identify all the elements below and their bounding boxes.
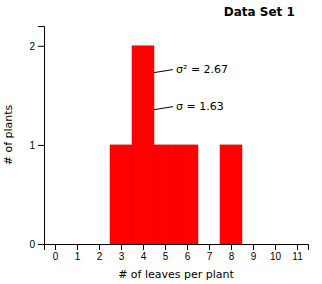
bar (154, 145, 176, 244)
x-tick-mark (209, 244, 210, 250)
x-tick-label: 11 (292, 251, 303, 262)
x-tick-mark (253, 244, 254, 250)
x-tick-mark (165, 244, 166, 250)
x-tick-label: 1 (75, 251, 81, 262)
chart: 0 1 2 3 4 5 6 7 8 9 10 11 0 1 2 Data Set 1 # of leaves p… (0, 0, 322, 284)
x-tick-mark (99, 244, 100, 250)
x-tick: 10 (270, 244, 282, 262)
y-tick-mark (38, 145, 44, 146)
bar (110, 145, 132, 244)
annotation-line (154, 70, 173, 73)
x-tick: 7 (207, 244, 213, 262)
y-tick: 2 (29, 41, 44, 52)
x-tick-mark (143, 244, 144, 250)
x-tick-label: 8 (229, 251, 235, 262)
y-axis-line (38, 27, 45, 245)
x-tick-label: 6 (185, 251, 191, 262)
x-axis-line (45, 245, 309, 251)
y-tick-mark (38, 244, 44, 245)
y-tick: 1 (29, 140, 44, 151)
x-tick-mark (231, 244, 232, 250)
x-tick: 11 (292, 244, 303, 262)
x-tick: 8 (229, 244, 235, 262)
y-tick: 0 (29, 239, 44, 250)
bars (110, 46, 242, 244)
y-axis-label: # of plants (2, 104, 15, 165)
x-tick: 5 (163, 244, 169, 262)
x-tick-label: 3 (119, 251, 125, 262)
y-tick-mark (38, 46, 44, 47)
x-axis-label: # of leaves per plant (118, 268, 234, 281)
x-tick: 6 (185, 244, 191, 262)
x-axis: 0 1 2 3 4 5 6 7 8 9 10 11 (45, 244, 309, 262)
x-tick: 3 (119, 244, 125, 262)
x-tick-mark (77, 244, 78, 250)
x-tick-label: 0 (53, 251, 59, 262)
x-tick-label: 10 (270, 251, 282, 262)
bar (220, 145, 242, 244)
x-tick: 4 (141, 244, 147, 262)
x-tick-mark (297, 244, 298, 250)
annotations: σ² = 2.67 σ = 1.63 (154, 63, 228, 113)
annotation: σ² = 2.67 (176, 63, 228, 76)
y-tick-label: 1 (29, 140, 35, 151)
title: Data Set 1 (224, 5, 295, 19)
x-tick: 0 (53, 244, 59, 262)
annotation-line (154, 107, 173, 110)
x-tick-mark (275, 244, 276, 250)
x-tick: 1 (75, 244, 81, 262)
x-tick-label: 4 (141, 251, 147, 262)
y-tick-label: 2 (29, 41, 35, 52)
x-tick-mark (55, 244, 56, 250)
x-tick-mark (121, 244, 122, 250)
x-tick-label: 7 (207, 251, 213, 262)
x-tick: 9 (251, 244, 257, 262)
x-tick: 2 (97, 244, 103, 262)
bar (176, 145, 198, 244)
x-tick-mark (187, 244, 188, 250)
x-tick-label: 2 (97, 251, 103, 262)
y-axis: 0 1 2 (29, 27, 44, 250)
x-tick-label: 9 (251, 251, 257, 262)
bar (132, 46, 154, 244)
x-tick-label: 5 (163, 251, 169, 262)
y-tick-label: 0 (29, 239, 35, 250)
annotation: σ = 1.63 (176, 100, 224, 113)
